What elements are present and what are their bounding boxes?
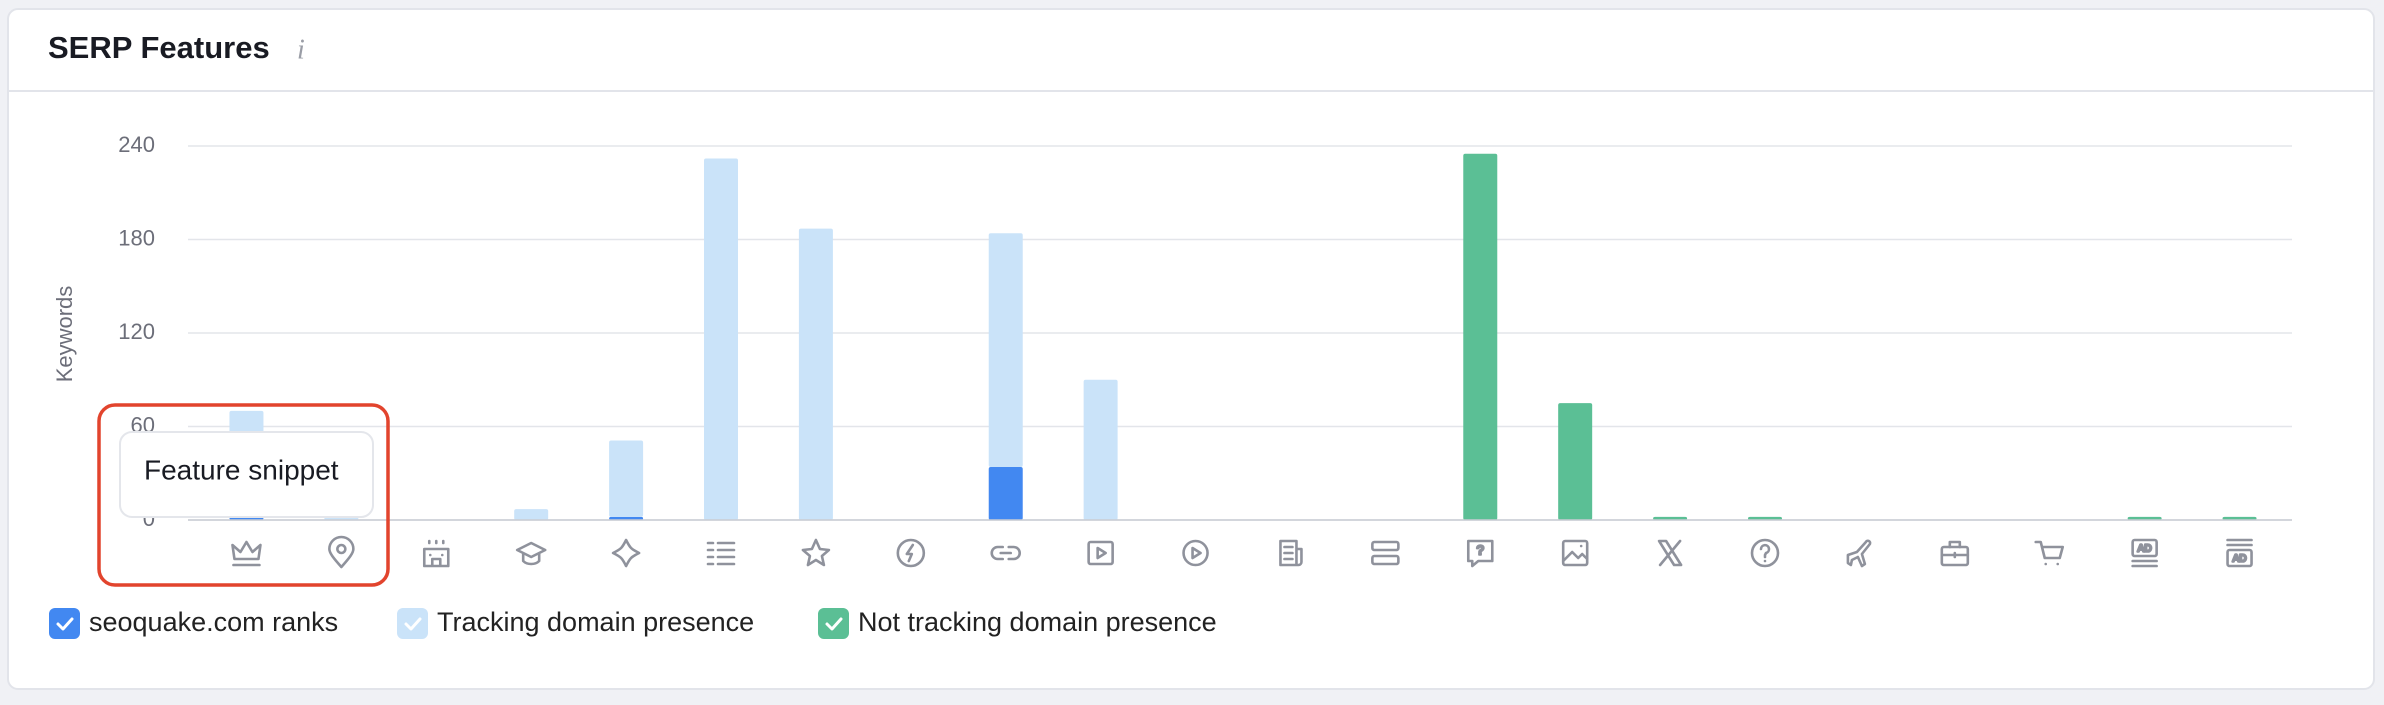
icon-local-pack[interactable] (328, 535, 355, 569)
icon-carousel[interactable] (1371, 540, 1400, 566)
bar-segment[interactable] (609, 516, 644, 520)
icon-reviews[interactable] (801, 538, 831, 567)
title: SERP Features (48, 30, 270, 65)
svg-text:AD: AD (2138, 544, 2152, 555)
bar-segment[interactable] (609, 440, 644, 517)
icon-jobs[interactable] (1940, 540, 1970, 567)
bar-segment[interactable] (1463, 153, 1498, 520)
bar-segment[interactable] (514, 509, 549, 520)
icon-hotels[interactable] (422, 539, 450, 568)
svg-text:?: ? (1477, 542, 1484, 557)
bar-segment[interactable] (1653, 516, 1688, 520)
icon-sitelinks[interactable] (990, 545, 1022, 561)
feature-icons: ? AD AD (231, 535, 2253, 569)
bar-segment[interactable] (2222, 516, 2257, 520)
svg-text:AD: AD (2233, 554, 2247, 565)
icon-featured-snippet[interactable] (231, 540, 262, 567)
legend-label[interactable]: Tracking domain presence (437, 607, 754, 637)
icon-flights[interactable] (1846, 539, 1872, 568)
bar-segment[interactable] (1748, 516, 1782, 520)
icon-top-stories[interactable] (1279, 539, 1303, 567)
legend-checkbox[interactable] (49, 608, 80, 639)
y-tick-label: 180 (118, 225, 155, 250)
bar-segment[interactable] (798, 228, 833, 520)
bar-segment[interactable] (988, 467, 1023, 520)
highlight-box (97, 403, 390, 587)
icon-knowledge-panel[interactable] (611, 538, 641, 568)
legend: seoquake.com ranks Tracking domain presen… (49, 607, 1217, 639)
bar-segment[interactable] (1083, 379, 1118, 520)
tooltip-box (119, 431, 374, 518)
icon-ads-top[interactable]: AD (2131, 538, 2158, 568)
bar-segment[interactable] (1558, 403, 1593, 520)
legend-label[interactable]: Not tracking domain presence (858, 607, 1217, 637)
icon-list[interactable] (706, 541, 736, 566)
icon-ads-bottom[interactable]: AD (2226, 538, 2253, 568)
y-axis-label: Keywords (52, 286, 77, 383)
icon-video[interactable] (1087, 540, 1114, 566)
icon-people-also-ask[interactable]: ? (1466, 539, 1494, 568)
icon-video-carousel[interactable] (1182, 539, 1209, 567)
icon-faq[interactable] (1750, 538, 1780, 568)
icon-shopping[interactable] (2034, 540, 2065, 566)
legend-check (56, 617, 74, 631)
legend-label[interactable]: seoquake.com ranks (89, 607, 338, 637)
bar-segment[interactable] (988, 233, 1023, 468)
bar-segment[interactable] (2127, 516, 2162, 520)
legend-checkbox[interactable] (818, 608, 849, 639)
legend-check (825, 617, 843, 631)
y-tick-label: 240 (118, 132, 155, 157)
bar-segment[interactable] (704, 158, 738, 520)
icon-education[interactable] (515, 541, 547, 566)
icon-x[interactable] (1657, 539, 1683, 567)
icon-images[interactable] (1561, 539, 1589, 567)
card (7, 8, 2375, 690)
info-icon[interactable]: i (297, 34, 305, 65)
y-tick-label: 120 (118, 319, 155, 344)
tooltip-text: Feature snippet (144, 454, 339, 485)
legend-check (404, 617, 422, 631)
icon-amp[interactable] (896, 538, 926, 568)
legend-checkbox[interactable] (397, 608, 428, 639)
